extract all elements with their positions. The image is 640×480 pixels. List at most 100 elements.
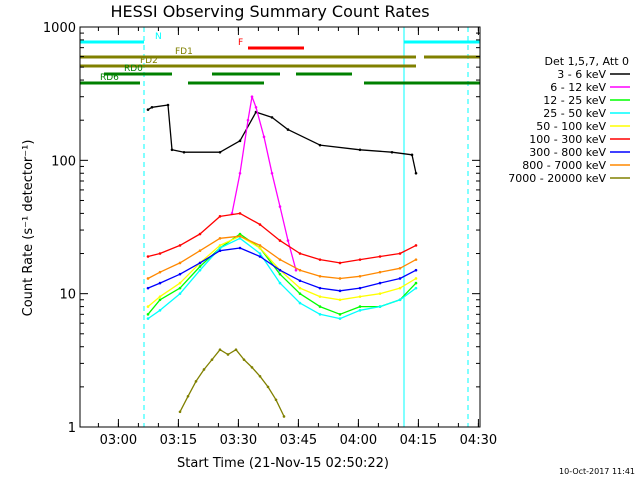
series-5-point-4 bbox=[218, 215, 222, 218]
series-2-point-10 bbox=[338, 313, 342, 316]
series-5-point-2 bbox=[178, 244, 182, 247]
legend-label-5: 100 - 300 keV bbox=[529, 133, 606, 146]
x-tick-label-6: 04:30 bbox=[460, 433, 497, 448]
series-6-point-7 bbox=[278, 268, 282, 272]
series-4-point-2 bbox=[178, 281, 182, 285]
y-tick-label-2: 100 bbox=[51, 154, 76, 169]
legend-label-4: 50 - 100 keV bbox=[536, 120, 606, 133]
x-tick-label-3: 03:45 bbox=[280, 433, 317, 448]
series-0-point-10 bbox=[318, 143, 322, 147]
series-5-point-9 bbox=[318, 258, 322, 261]
attitude-bar-label-2: F bbox=[238, 38, 243, 48]
series-5-point-6 bbox=[258, 223, 262, 226]
series-3-point-4 bbox=[218, 246, 222, 250]
vertical-marker-layer bbox=[79, 27, 469, 427]
series-1-point-4 bbox=[254, 105, 258, 109]
series-0-point-4 bbox=[182, 150, 186, 154]
series-line-8 bbox=[179, 349, 285, 417]
attitude-bar-label-9: RD6 bbox=[100, 73, 119, 83]
series-8-point-2 bbox=[194, 380, 198, 383]
series-0-point-13 bbox=[410, 153, 414, 157]
series-6-point-1 bbox=[158, 281, 162, 285]
series-8-point-4 bbox=[210, 358, 214, 361]
series-line-1 bbox=[231, 96, 297, 271]
x-tick-label-5: 04:15 bbox=[400, 433, 437, 448]
series-7-point-6 bbox=[258, 244, 262, 247]
series-4-point-9 bbox=[318, 295, 322, 298]
series-3-point-14 bbox=[414, 286, 418, 290]
series-3-point-8 bbox=[298, 301, 302, 305]
series-2-point-7 bbox=[278, 272, 282, 276]
legend-label-7: 800 - 7000 keV bbox=[522, 159, 606, 172]
series-7-point-2 bbox=[178, 261, 182, 265]
series-6-point-13 bbox=[398, 277, 402, 280]
series-5-point-7 bbox=[278, 239, 282, 242]
series-3-point-6 bbox=[258, 252, 262, 255]
series-6-point-0 bbox=[146, 286, 150, 290]
series-3-point-5 bbox=[238, 237, 242, 240]
series-3-point-1 bbox=[158, 309, 162, 312]
series-0-point-5 bbox=[218, 150, 222, 154]
series-0-point-9 bbox=[286, 128, 290, 131]
series-3-point-7 bbox=[278, 281, 282, 285]
series-6-point-4 bbox=[218, 249, 222, 253]
series-6-point-3 bbox=[198, 261, 202, 265]
series-line-5 bbox=[147, 212, 417, 264]
series-8-point-9 bbox=[250, 366, 254, 369]
series-6-point-9 bbox=[318, 286, 322, 290]
legend-header: Det 1,5,7, Att 0 bbox=[545, 55, 629, 68]
x-tick-label-2: 03:30 bbox=[220, 433, 257, 448]
series-8-point-6 bbox=[226, 353, 230, 356]
date-stamp: 10-Oct-2017 11:41 bbox=[559, 467, 635, 476]
series-2-point-14 bbox=[414, 281, 418, 285]
series-8-point-13 bbox=[282, 415, 286, 418]
series-2-point-3 bbox=[198, 265, 202, 268]
series-5-point-1 bbox=[158, 252, 162, 255]
series-4-point-6 bbox=[258, 246, 262, 250]
series-7-point-12 bbox=[378, 270, 382, 274]
series-0-point-8 bbox=[270, 116, 274, 119]
series-7-point-10 bbox=[338, 277, 342, 280]
series-8-point-0 bbox=[178, 410, 182, 414]
series-8-point-11 bbox=[266, 385, 270, 389]
series-0-point-11 bbox=[358, 148, 362, 152]
series-8-point-10 bbox=[258, 375, 262, 378]
series-3-point-13 bbox=[398, 298, 402, 302]
series-2-point-8 bbox=[298, 292, 302, 295]
series-5-point-11 bbox=[358, 258, 362, 261]
y-axis-label: Count Rate (s⁻¹ detector⁻¹) bbox=[21, 140, 36, 317]
series-3-point-11 bbox=[358, 309, 362, 312]
legend-label-6: 300 - 800 keV bbox=[529, 146, 606, 159]
series-0-point-14 bbox=[414, 171, 418, 175]
series-1-point-3 bbox=[250, 95, 254, 99]
x-tick-label-0: 03:00 bbox=[100, 433, 137, 448]
series-8-point-1 bbox=[186, 394, 190, 398]
attitude-bar-label-6: RD0 bbox=[124, 64, 143, 74]
series-3-point-12 bbox=[378, 305, 382, 308]
series-5-point-14 bbox=[414, 244, 418, 247]
series-5-point-10 bbox=[338, 261, 342, 265]
series-2-point-2 bbox=[178, 286, 182, 290]
series-0-point-6 bbox=[238, 139, 242, 143]
series-7-point-7 bbox=[278, 258, 282, 261]
series-8-point-3 bbox=[202, 368, 206, 371]
y-tick-label-3: 1000 bbox=[43, 21, 76, 36]
series-6-point-5 bbox=[238, 246, 242, 250]
series-5-point-0 bbox=[146, 255, 150, 258]
series-6-point-2 bbox=[178, 272, 182, 276]
series-5-point-12 bbox=[378, 255, 382, 258]
series-3-point-2 bbox=[178, 292, 182, 295]
series-0-point-3 bbox=[170, 148, 174, 152]
series-8-point-7 bbox=[234, 348, 238, 351]
series-3-point-9 bbox=[318, 313, 322, 316]
chart-title: HESSI Observing Summary Count Rates bbox=[110, 2, 429, 21]
series-0-point-0 bbox=[146, 108, 150, 111]
series-6-point-10 bbox=[338, 289, 342, 293]
series-2-point-0 bbox=[146, 313, 150, 316]
legend-label-8: 7000 - 20000 keV bbox=[508, 172, 606, 185]
series-6-point-14 bbox=[414, 268, 418, 272]
series-line-0 bbox=[147, 104, 417, 174]
series-2-point-5 bbox=[238, 232, 242, 236]
series-4-point-14 bbox=[414, 277, 418, 280]
series-0-point-12 bbox=[390, 150, 394, 154]
